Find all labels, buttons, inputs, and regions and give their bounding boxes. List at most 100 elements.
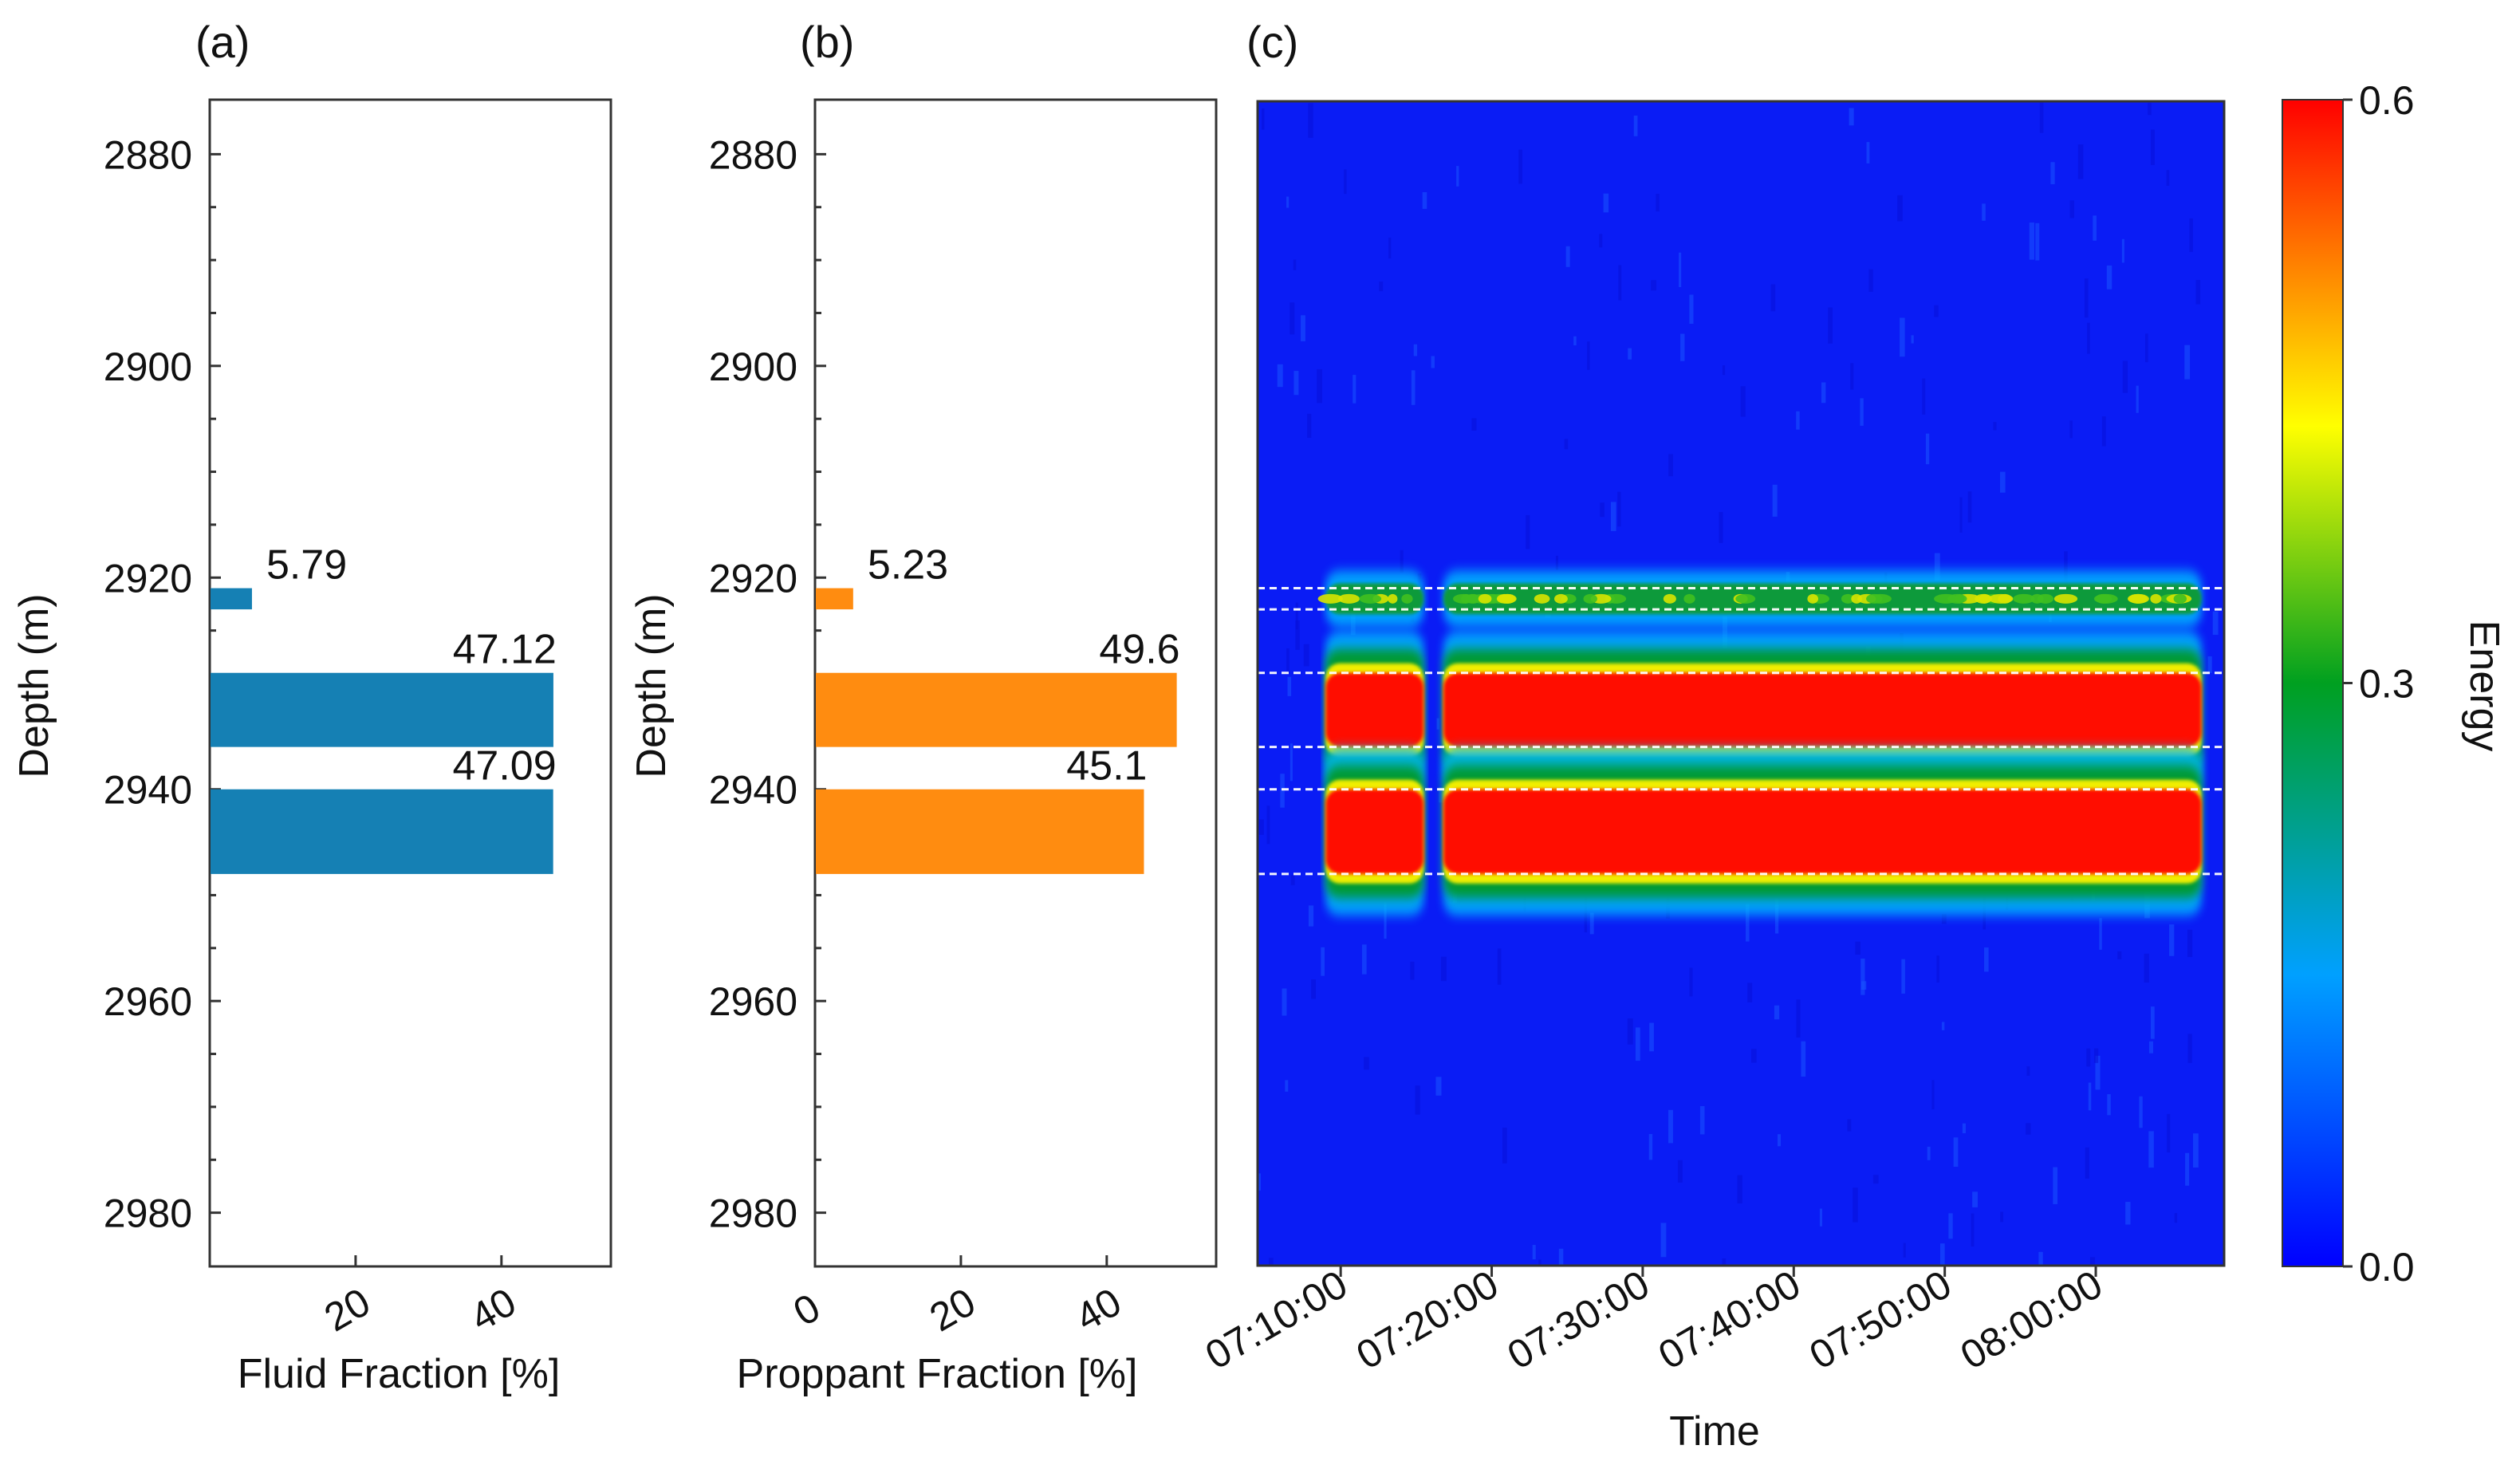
noise-speck — [1860, 958, 1865, 995]
noise-speck — [2145, 333, 2148, 363]
noise-speck — [1518, 149, 1523, 184]
noise-speck — [1897, 195, 1903, 222]
bar-value-label: 47.09 — [453, 743, 557, 790]
noise-speck — [1633, 115, 1638, 136]
time-tick-label: 07:20:00 — [1349, 1262, 1506, 1378]
panel-b-ylabel: Depth (m) — [628, 593, 675, 778]
noise-speck — [2107, 1094, 2111, 1116]
noise-speck — [1931, 1080, 1935, 1109]
noise-speck — [1689, 967, 1693, 997]
bar-value-label: 5.79 — [266, 542, 347, 589]
panel-a-ylabel: Depth (m) — [11, 593, 57, 778]
noise-speck — [2093, 1048, 2099, 1063]
noise-speck — [1286, 648, 1290, 675]
noise-speck — [1860, 398, 1864, 426]
noise-speck — [2122, 360, 2128, 393]
noise-speck — [2150, 129, 2155, 165]
noise-speck — [1751, 1049, 1757, 1063]
noise-speck — [1295, 620, 1300, 650]
noise-speck — [1258, 1173, 1261, 1191]
noise-speck — [2101, 416, 2106, 447]
noise-speck — [1415, 1085, 1420, 1115]
noise-speck — [1689, 294, 1694, 325]
noise-speck — [2144, 953, 2149, 983]
noise-speck — [1280, 774, 1285, 808]
noise-speck — [1651, 280, 1657, 291]
colorbar-gradient — [2282, 99, 2344, 1267]
noise-speck — [2086, 1048, 2091, 1067]
bar-value-label: 45.1 — [1066, 743, 1147, 790]
noise-speck — [1971, 1213, 1975, 1247]
energy-speck — [1478, 593, 1492, 604]
y-tick-label: 2900 — [104, 345, 192, 389]
y-tick-label: 2980 — [709, 1191, 797, 1236]
bar — [211, 672, 553, 747]
noise-speck — [1999, 471, 2006, 493]
noise-speck — [1526, 514, 1530, 549]
y-tick-label: 2960 — [104, 979, 192, 1024]
noise-speck — [1435, 1077, 1442, 1096]
energy-speck — [1663, 593, 1676, 604]
noise-speck — [1400, 549, 1404, 573]
noise-speck — [1287, 676, 1292, 696]
panel-a-label: (a) — [195, 17, 250, 67]
noise-speck — [2125, 1202, 2131, 1225]
noise-speck — [1603, 193, 1609, 213]
noise-speck — [1801, 1041, 1806, 1077]
noise-speck — [1589, 912, 1594, 935]
noise-speck — [1984, 947, 1989, 972]
noise-speck — [2150, 1006, 2155, 1039]
noise-speck — [1538, 1259, 1542, 1266]
bar — [816, 588, 853, 610]
noise-speck — [1317, 368, 1323, 404]
energy-speck — [2093, 593, 2118, 604]
bar — [211, 588, 252, 610]
noise-speck — [1796, 999, 1801, 1038]
noise-speck — [2136, 385, 2139, 413]
energy-speck — [1807, 593, 1819, 604]
noise-speck — [1936, 955, 1939, 983]
noise-speck — [2148, 1041, 2154, 1053]
noise-speck — [1967, 491, 1972, 523]
noise-speck — [2093, 215, 2097, 241]
noise-speck — [1872, 1175, 1879, 1184]
noise-speck — [1959, 497, 1963, 533]
time-tick-label: 07:40:00 — [1651, 1262, 1808, 1378]
noise-speck — [2050, 162, 2055, 185]
energy-speck — [1359, 593, 1382, 604]
noise-speck — [1941, 1022, 1945, 1030]
noise-speck — [1610, 502, 1616, 531]
noise-speck — [2053, 1167, 2058, 1204]
noise-speck — [1847, 1119, 1852, 1132]
noise-speck — [1982, 203, 1986, 221]
noise-speck — [1410, 961, 1415, 980]
noise-speck — [2212, 611, 2219, 636]
noise-speck — [1456, 166, 1459, 187]
time-tick-label: 07:30:00 — [1500, 1262, 1657, 1378]
energy-speck — [1497, 593, 1517, 604]
noise-speck — [2167, 1113, 2171, 1153]
energy-speck — [2030, 593, 2044, 604]
noise-speck — [1422, 191, 1427, 209]
noise-speck — [2087, 322, 2090, 354]
energy-peak — [1443, 672, 2202, 747]
noise-speck — [1502, 1128, 1507, 1164]
noise-speck — [2084, 278, 2089, 318]
noise-speck — [1903, 1242, 1906, 1258]
noise-speck — [1722, 365, 1726, 376]
noise-speck — [2077, 144, 2084, 179]
noise-speck — [2038, 1251, 2043, 1266]
y-tick-label: 2920 — [709, 556, 797, 601]
energy-speck — [1841, 593, 1855, 604]
noise-speck — [1600, 502, 1605, 518]
noise-speck — [1627, 1018, 1633, 1045]
noise-speck — [2039, 101, 2044, 133]
y-tick-label: 2940 — [709, 768, 797, 813]
noise-speck — [2195, 279, 2201, 305]
y-tick-label: 2880 — [104, 132, 192, 177]
bar-value-label: 47.12 — [453, 627, 557, 673]
noise-speck — [1796, 411, 1800, 430]
energy-speck — [1979, 593, 1991, 604]
energy-speck — [1583, 593, 1597, 604]
noise-speck — [1993, 422, 1997, 431]
